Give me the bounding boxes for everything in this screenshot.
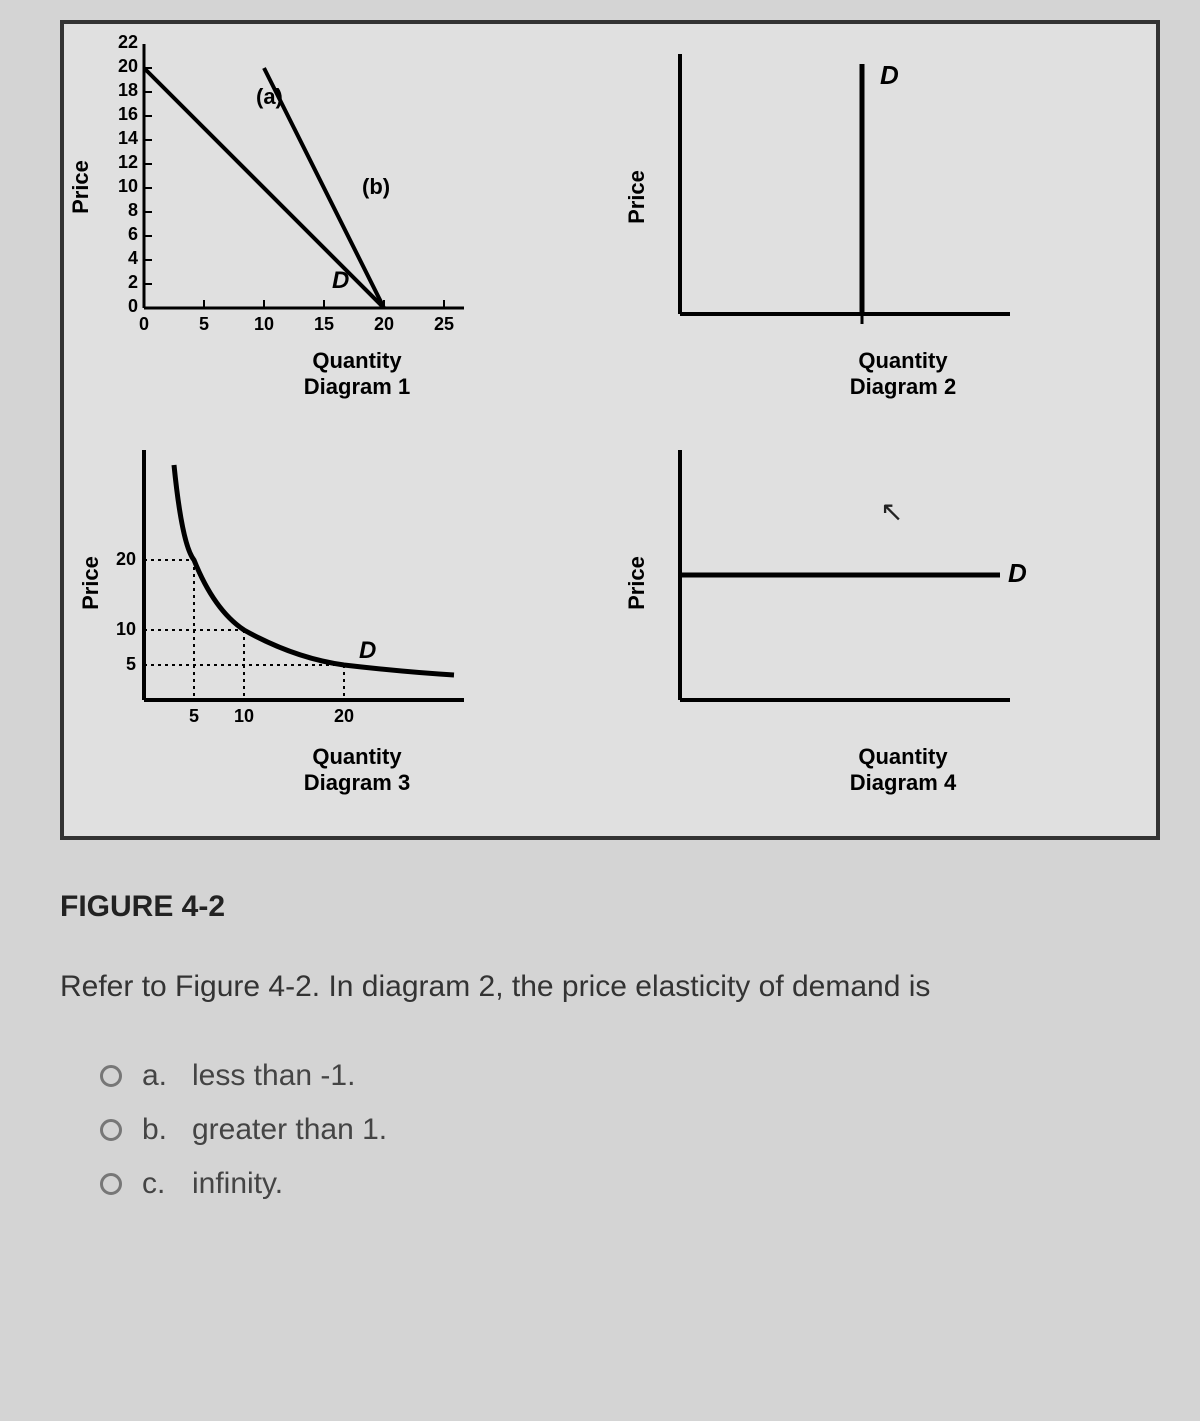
d4-sublabel: Diagram 4 bbox=[660, 770, 1146, 796]
svg-text:0: 0 bbox=[128, 296, 138, 316]
d2-ylabel: Price bbox=[624, 170, 650, 224]
svg-text:4: 4 bbox=[128, 248, 138, 268]
d3-D-label: D bbox=[359, 637, 376, 664]
option-letter: b. bbox=[142, 1113, 192, 1147]
option-b[interactable]: b. greater than 1. bbox=[100, 1113, 1160, 1147]
svg-text:20: 20 bbox=[118, 56, 138, 76]
svg-text:16: 16 bbox=[118, 104, 138, 124]
diagram-3-panel: Price 20 10 5 5 10 20 bbox=[74, 440, 600, 826]
svg-text:15: 15 bbox=[314, 314, 334, 334]
svg-text:25: 25 bbox=[434, 314, 454, 334]
d2-D-label: D bbox=[880, 60, 899, 90]
d1-xlabel: Quantity bbox=[114, 348, 600, 374]
label-a: (a) bbox=[256, 84, 283, 109]
option-a[interactable]: a. less than -1. bbox=[100, 1059, 1160, 1093]
svg-text:8: 8 bbox=[128, 200, 138, 220]
d3-xlabel: Quantity bbox=[114, 744, 600, 770]
svg-text:2: 2 bbox=[128, 272, 138, 292]
figure-title: FIGURE 4-2 bbox=[60, 890, 1160, 924]
svg-text:10: 10 bbox=[254, 314, 274, 334]
svg-text:0: 0 bbox=[139, 314, 149, 334]
diagram-4-panel: Price ↖ D Quantity Diagram 4 bbox=[620, 440, 1146, 826]
d4-ylabel: Price bbox=[624, 556, 650, 610]
svg-text:12: 12 bbox=[118, 152, 138, 172]
option-text: greater than 1. bbox=[192, 1113, 387, 1147]
figure-4-2: Price 0 2 4 6 8 10 12 14 bbox=[60, 20, 1160, 840]
diagram-2-panel: Price D Quantity Diagram 2 bbox=[620, 34, 1146, 420]
diagram-2-chart: D bbox=[620, 34, 1040, 344]
diagram-3-chart: 20 10 5 5 10 20 bbox=[74, 440, 494, 740]
diagram-1-panel: Price 0 2 4 6 8 10 12 14 bbox=[74, 34, 600, 420]
option-c[interactable]: c. infinity. bbox=[100, 1167, 1160, 1201]
d3-sublabel: Diagram 3 bbox=[114, 770, 600, 796]
svg-text:10: 10 bbox=[116, 619, 136, 639]
d2-xlabel: Quantity bbox=[660, 348, 1146, 374]
option-letter: c. bbox=[142, 1167, 192, 1201]
option-text: infinity. bbox=[192, 1167, 283, 1201]
d4-D-label: D bbox=[1008, 558, 1027, 588]
svg-text:6: 6 bbox=[128, 224, 138, 244]
option-letter: a. bbox=[142, 1059, 192, 1093]
svg-text:5: 5 bbox=[189, 706, 199, 726]
radio-icon[interactable] bbox=[100, 1065, 122, 1087]
label-b: (b) bbox=[362, 174, 390, 199]
question-text: Refer to Figure 4-2. In diagram 2, the p… bbox=[60, 964, 1160, 1009]
svg-text:18: 18 bbox=[118, 80, 138, 100]
answer-options: a. less than -1. b. greater than 1. c. i… bbox=[60, 1059, 1160, 1201]
svg-text:5: 5 bbox=[199, 314, 209, 334]
svg-text:10: 10 bbox=[118, 176, 138, 196]
svg-text:22: 22 bbox=[118, 34, 138, 52]
d1-D-label: D bbox=[332, 267, 349, 294]
d3-ylabel: Price bbox=[78, 556, 104, 610]
d2-sublabel: Diagram 2 bbox=[660, 374, 1146, 400]
cursor-icon: ↖ bbox=[880, 495, 903, 528]
svg-text:10: 10 bbox=[234, 706, 254, 726]
option-text: less than -1. bbox=[192, 1059, 355, 1093]
diagram-1-chart: 0 2 4 6 8 10 12 14 16 18 20 22 bbox=[74, 34, 494, 344]
d1-ylabel: Price bbox=[68, 160, 94, 214]
d1-sublabel: Diagram 1 bbox=[114, 374, 600, 400]
svg-text:5: 5 bbox=[126, 654, 136, 674]
svg-text:20: 20 bbox=[374, 314, 394, 334]
diagram-4-chart: D bbox=[620, 440, 1040, 740]
quiz-page: n Price 0 2 4 6 8 10 12 bbox=[0, 0, 1200, 1421]
d4-xlabel: Quantity bbox=[660, 744, 1146, 770]
svg-text:20: 20 bbox=[116, 549, 136, 569]
radio-icon[interactable] bbox=[100, 1173, 122, 1195]
svg-text:14: 14 bbox=[118, 128, 138, 148]
svg-text:20: 20 bbox=[334, 706, 354, 726]
radio-icon[interactable] bbox=[100, 1119, 122, 1141]
